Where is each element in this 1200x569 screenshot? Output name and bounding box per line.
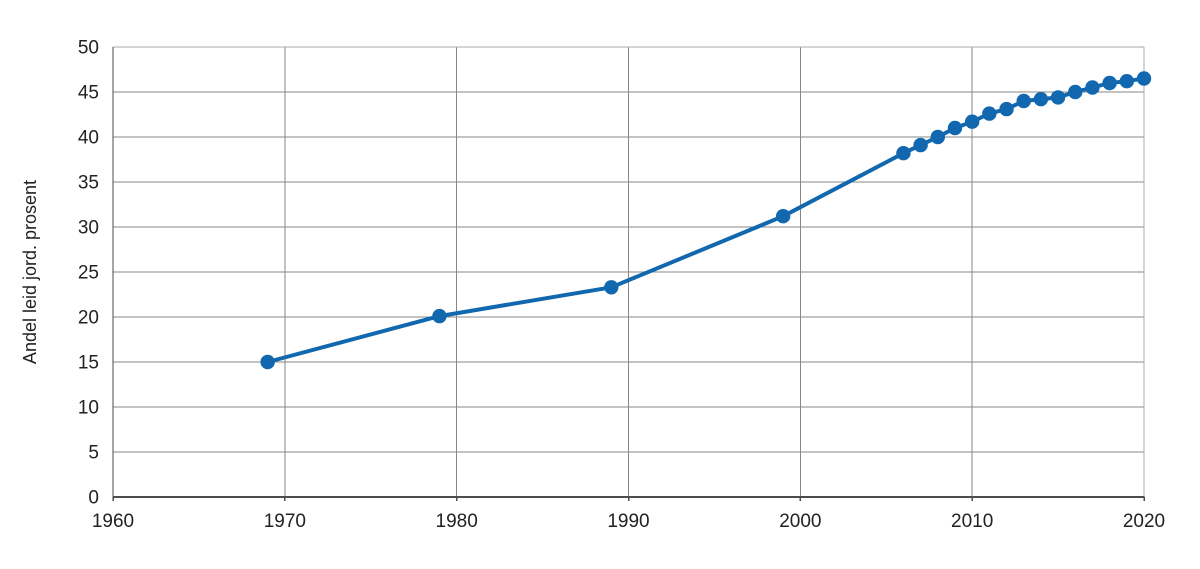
y-tick-label: 35 <box>78 173 99 194</box>
data-point-marker <box>604 280 619 295</box>
data-point-marker <box>1033 92 1049 107</box>
data-point-marker <box>1102 75 1117 91</box>
x-tick-label: 1970 <box>264 511 306 532</box>
data-point-marker <box>260 354 275 370</box>
x-tick-label: 1990 <box>607 511 649 532</box>
data-point-marker <box>999 101 1014 117</box>
data-point-marker <box>1050 90 1066 105</box>
data-point-marker <box>982 106 997 121</box>
y-axis-title: Andel leid jord. prosent <box>20 180 40 364</box>
data-point-marker <box>913 137 928 153</box>
x-tick-label: 1980 <box>436 511 478 532</box>
data-point-marker <box>930 129 945 145</box>
y-tick-label: 5 <box>88 443 99 464</box>
data-point-marker <box>1068 84 1083 100</box>
y-tick-label: 30 <box>78 218 99 239</box>
x-tick-label: 2020 <box>1123 511 1165 532</box>
x-tick-label: 2000 <box>779 511 821 532</box>
y-tick-label: 40 <box>78 128 99 149</box>
data-point-marker <box>964 114 980 129</box>
data-point-marker <box>1136 71 1152 86</box>
x-tick-label: 2010 <box>951 511 993 532</box>
y-tick-label: 0 <box>88 488 99 509</box>
y-tick-label: 25 <box>78 263 99 284</box>
data-point-marker <box>1119 74 1135 89</box>
data-point-marker <box>896 146 911 161</box>
data-point-marker <box>1016 93 1031 109</box>
x-tick-label: 1960 <box>92 511 134 532</box>
y-tick-label: 45 <box>78 83 99 104</box>
data-point-marker <box>1085 80 1100 95</box>
y-tick-label: 15 <box>78 353 99 374</box>
data-point-marker <box>775 209 791 224</box>
data-point-marker <box>432 308 447 324</box>
y-tick-label: 20 <box>78 308 99 329</box>
y-tick-label: 50 <box>78 38 99 59</box>
y-tick-label: 10 <box>78 398 99 419</box>
data-point-marker <box>947 120 963 136</box>
